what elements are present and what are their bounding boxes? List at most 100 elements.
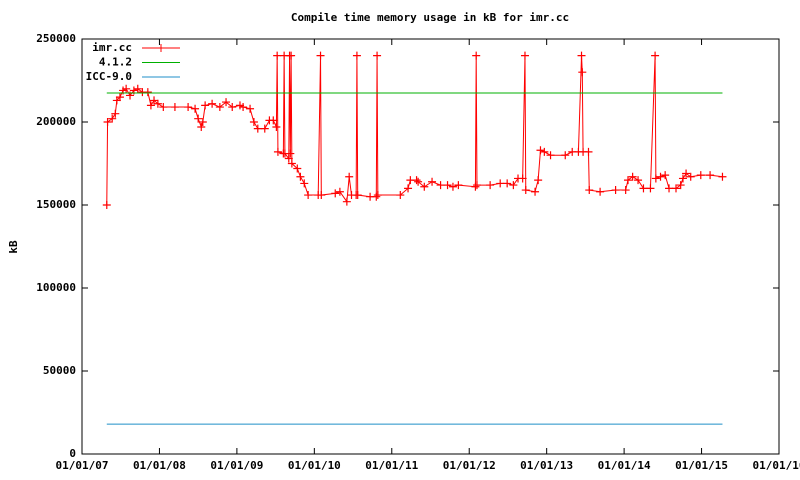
data-point: [284, 154, 293, 163]
data-point: [111, 109, 120, 118]
data-point: [578, 68, 587, 77]
data-point: [197, 122, 206, 131]
data-point: [661, 171, 670, 180]
data-point: [201, 101, 210, 110]
data-point: [287, 159, 296, 168]
data-point: [412, 176, 421, 185]
data-point: [352, 51, 361, 60]
data-point: [623, 176, 632, 185]
data-point: [676, 181, 685, 190]
data-point: [540, 147, 549, 156]
x-tick-label: 01/01/10: [288, 459, 341, 472]
data-point: [222, 98, 231, 107]
data-point: [520, 51, 529, 60]
y-tick-label: 0: [69, 447, 76, 460]
data-point: [396, 191, 405, 200]
data-point: [577, 51, 586, 60]
data-point: [536, 146, 545, 155]
data-point: [656, 172, 665, 181]
chart-title: Compile time memory usage in kB for imr.…: [291, 11, 569, 24]
data-point: [448, 182, 457, 191]
data-point: [273, 51, 282, 60]
data-point: [133, 84, 142, 93]
legend-marker: [157, 44, 165, 52]
data-point: [293, 164, 302, 173]
data-point: [646, 184, 655, 193]
data-point: [198, 118, 207, 126]
x-tick-label: 01/01/11: [365, 459, 418, 472]
x-tick-label: 01/01/14: [598, 459, 651, 472]
data-point: [651, 51, 660, 60]
data-point: [546, 151, 555, 160]
data-point: [373, 51, 382, 60]
data-point: [146, 101, 155, 110]
data-point: [561, 151, 570, 160]
data-point: [718, 172, 727, 181]
data-point: [665, 184, 674, 193]
data-point: [686, 172, 695, 181]
x-tick-label: 01/01/09: [210, 459, 263, 472]
data-point: [287, 51, 296, 60]
x-tick-label: 01/01/15: [675, 459, 728, 472]
y-tick-label: 250000: [36, 32, 76, 45]
y-tick-label: 150000: [36, 198, 76, 211]
data-point: [122, 84, 131, 93]
data-point: [239, 103, 248, 112]
data-point: [345, 172, 354, 181]
data-point: [103, 118, 112, 126]
data-point: [696, 171, 705, 180]
data-point: [159, 103, 168, 112]
data-point: [273, 147, 282, 156]
data-point: [639, 184, 648, 193]
data-point: [596, 187, 605, 196]
data-point: [436, 181, 445, 190]
data-point: [269, 116, 278, 125]
plot-frame: [81, 38, 780, 455]
x-tick-label: 01/01/08: [133, 459, 186, 472]
data-point: [304, 191, 313, 200]
data-point: [534, 176, 543, 185]
data-point: [671, 184, 680, 193]
data-point: [272, 122, 281, 131]
data-point: [286, 149, 295, 158]
data-point: [184, 103, 193, 112]
data-point: [414, 177, 423, 186]
data-point: [194, 114, 203, 123]
data-point: [253, 124, 262, 133]
data-point: [331, 189, 340, 198]
data-point: [246, 104, 255, 113]
data-point: [611, 186, 620, 195]
data-point: [317, 191, 326, 200]
data-point: [208, 99, 217, 108]
data-point: [531, 187, 540, 196]
data-point: [651, 174, 660, 183]
data-point: [296, 172, 305, 181]
data-point: [260, 124, 269, 133]
data-point: [215, 103, 224, 112]
data-point: [584, 147, 593, 156]
legend-label: ICC-9.0: [86, 70, 132, 83]
data-point: [153, 99, 162, 108]
data-point: [404, 184, 413, 193]
data-point: [443, 181, 452, 190]
data-point: [678, 174, 687, 183]
data-point: [682, 169, 691, 178]
data-point: [428, 177, 437, 186]
data-point: [249, 118, 258, 126]
data-point: [372, 192, 381, 201]
data-point: [503, 179, 512, 188]
data-point: [353, 191, 362, 200]
data-point: [335, 187, 344, 196]
data-point: [143, 88, 152, 97]
data-point: [373, 191, 382, 200]
data-point: [108, 114, 117, 123]
data-point: [486, 181, 495, 190]
data-point: [621, 186, 630, 195]
data-point: [191, 104, 200, 113]
data-point: [342, 197, 351, 206]
data-point: [518, 174, 527, 183]
data-point: [102, 201, 111, 209]
legend-label: 4.1.2: [99, 56, 132, 69]
